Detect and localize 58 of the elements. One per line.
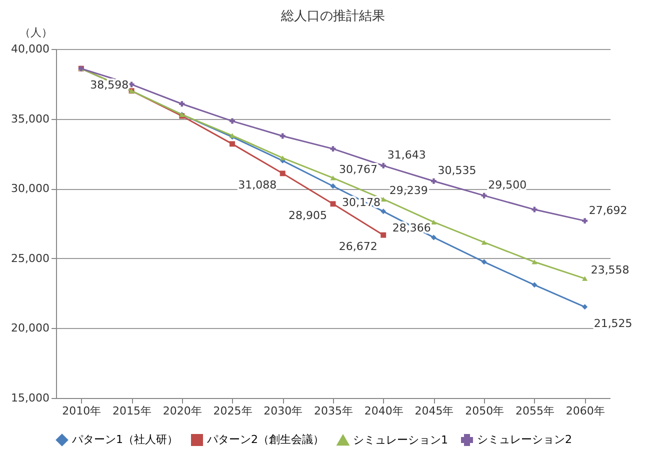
point xyxy=(280,133,286,139)
x-tick-label: 2050年 xyxy=(465,404,504,418)
point xyxy=(380,162,386,168)
legend-label: シミュレーション1 xyxy=(353,433,448,446)
data-label: 21,525 xyxy=(594,316,632,330)
point xyxy=(481,240,487,245)
x-tick-label: 2030年 xyxy=(264,404,303,418)
point xyxy=(330,146,336,152)
point xyxy=(380,208,386,214)
data-label: 23,558 xyxy=(590,264,630,277)
x-tick-label: 2020年 xyxy=(162,404,202,418)
x-tick-label: 2045年 xyxy=(414,404,454,418)
point xyxy=(330,176,336,180)
point xyxy=(532,282,538,288)
data-label: 31,643 xyxy=(387,148,426,162)
data-label: 28,905 xyxy=(288,208,327,222)
legend-label: パターン1（社人研） xyxy=(71,433,178,446)
point xyxy=(230,118,236,124)
y-tick-label: 25,000 xyxy=(11,252,50,265)
point xyxy=(179,101,185,107)
y-tick-label: 35,000 xyxy=(11,112,50,126)
point xyxy=(230,141,236,147)
x-tick-label: 2010年 xyxy=(62,404,102,418)
point xyxy=(430,178,436,184)
point xyxy=(532,260,538,264)
data-label: 30,767 xyxy=(339,162,378,176)
point xyxy=(582,276,588,281)
x-tick-label: 2055年 xyxy=(515,404,554,418)
point xyxy=(430,234,436,240)
data-label: 31,088 xyxy=(238,178,277,192)
y-tick-label: 15,000 xyxy=(11,392,50,404)
data-label: 29,500 xyxy=(488,178,527,192)
point xyxy=(280,156,286,160)
point xyxy=(330,201,336,207)
chart-title: 総人口の推計結果 xyxy=(280,9,385,24)
x-tick-label: 2015年 xyxy=(112,404,152,418)
y-tick-label: 30,000 xyxy=(11,182,50,196)
data-label: 30,535 xyxy=(438,164,476,178)
x-tick-label: 2060年 xyxy=(566,404,605,418)
x-tick-label: 2040年 xyxy=(364,404,404,418)
legend-label: パターン2（創生会議） xyxy=(206,433,324,446)
point xyxy=(280,170,286,176)
y-tick-label: 20,000 xyxy=(11,322,50,335)
point xyxy=(582,218,588,224)
point xyxy=(380,232,386,238)
x-tick-label: 2025年 xyxy=(213,404,252,418)
y-axis-title: （人） xyxy=(20,26,52,39)
legend-label: シミュレーション2 xyxy=(477,433,572,446)
data-label: 27,692 xyxy=(588,204,628,217)
point xyxy=(532,206,538,212)
y-tick-label: 40,000 xyxy=(11,42,50,56)
point xyxy=(582,304,588,310)
data-label: 29,239 xyxy=(389,184,428,198)
point xyxy=(481,259,487,265)
data-label: 26,672 xyxy=(338,240,378,254)
point xyxy=(481,192,487,198)
point xyxy=(330,183,336,189)
x-tick-label: 2035年 xyxy=(314,404,353,418)
